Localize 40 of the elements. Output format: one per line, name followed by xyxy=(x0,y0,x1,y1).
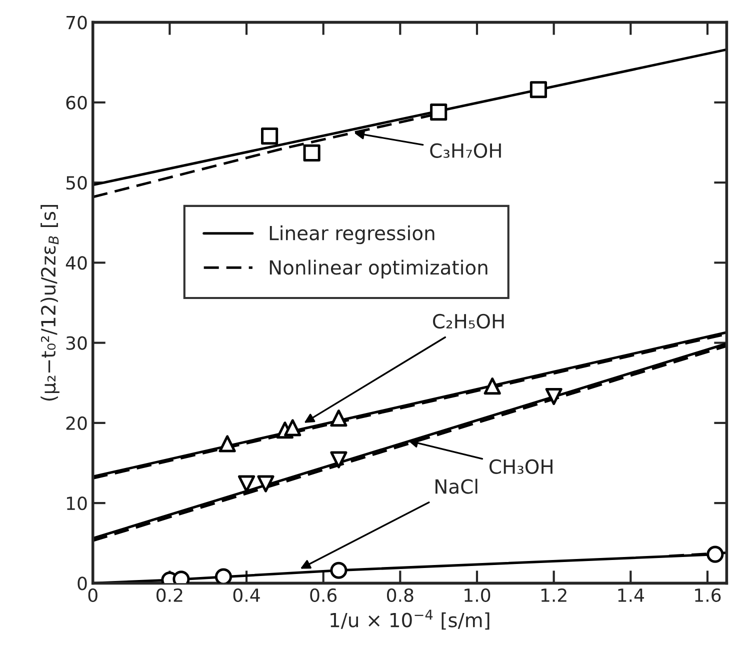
y-tick-label: 60 xyxy=(66,96,87,110)
point xyxy=(330,410,348,427)
x-tick-label: 1.4 xyxy=(618,588,644,602)
point xyxy=(706,546,724,563)
y-axis-title: (μ₂−t₀²/12)u/2zε$_{B}$ [s] xyxy=(40,205,60,401)
x-tick-label: 1.2 xyxy=(541,588,566,602)
x-tick-label: 0.4 xyxy=(233,588,260,602)
y-tick-label: 70 xyxy=(66,16,87,30)
x-tick-label: 0.2 xyxy=(156,588,182,602)
x-tick-label: 1.0 xyxy=(464,588,490,602)
point xyxy=(484,378,501,395)
annotation: C₂H₅OH xyxy=(433,314,504,329)
point xyxy=(330,451,348,468)
point xyxy=(330,562,348,579)
y-tick-label: 0 xyxy=(78,576,87,590)
point xyxy=(430,104,448,121)
point xyxy=(257,475,274,492)
x-tick-label: 0.8 xyxy=(387,588,414,602)
y-tick-label: 30 xyxy=(66,336,87,350)
legend-label: Linear regression xyxy=(270,225,434,244)
point xyxy=(530,81,547,98)
annotation: NaCl xyxy=(436,478,478,494)
point xyxy=(284,419,302,436)
y-tick-label: 10 xyxy=(67,496,87,510)
point xyxy=(303,144,320,162)
annotation: CH₃OH xyxy=(490,459,552,474)
point xyxy=(261,128,278,145)
point xyxy=(214,568,232,584)
point xyxy=(238,475,256,492)
y-tick-label: 50 xyxy=(66,176,87,190)
point xyxy=(545,388,562,406)
y-tick-label: 20 xyxy=(66,416,87,430)
x-tick-label: 0 xyxy=(88,588,98,602)
annotation: C₃H₇OH xyxy=(430,143,501,158)
y-tick-label: 40 xyxy=(66,256,87,270)
x-axis-title: 1/u × 10$^{−4}$ [s/m] xyxy=(330,610,490,630)
point xyxy=(218,435,236,452)
x-tick-label: 1.6 xyxy=(695,588,721,602)
legend-label: Nonlinear optimization xyxy=(270,260,488,279)
x-tick-label: 0.6 xyxy=(310,588,337,602)
